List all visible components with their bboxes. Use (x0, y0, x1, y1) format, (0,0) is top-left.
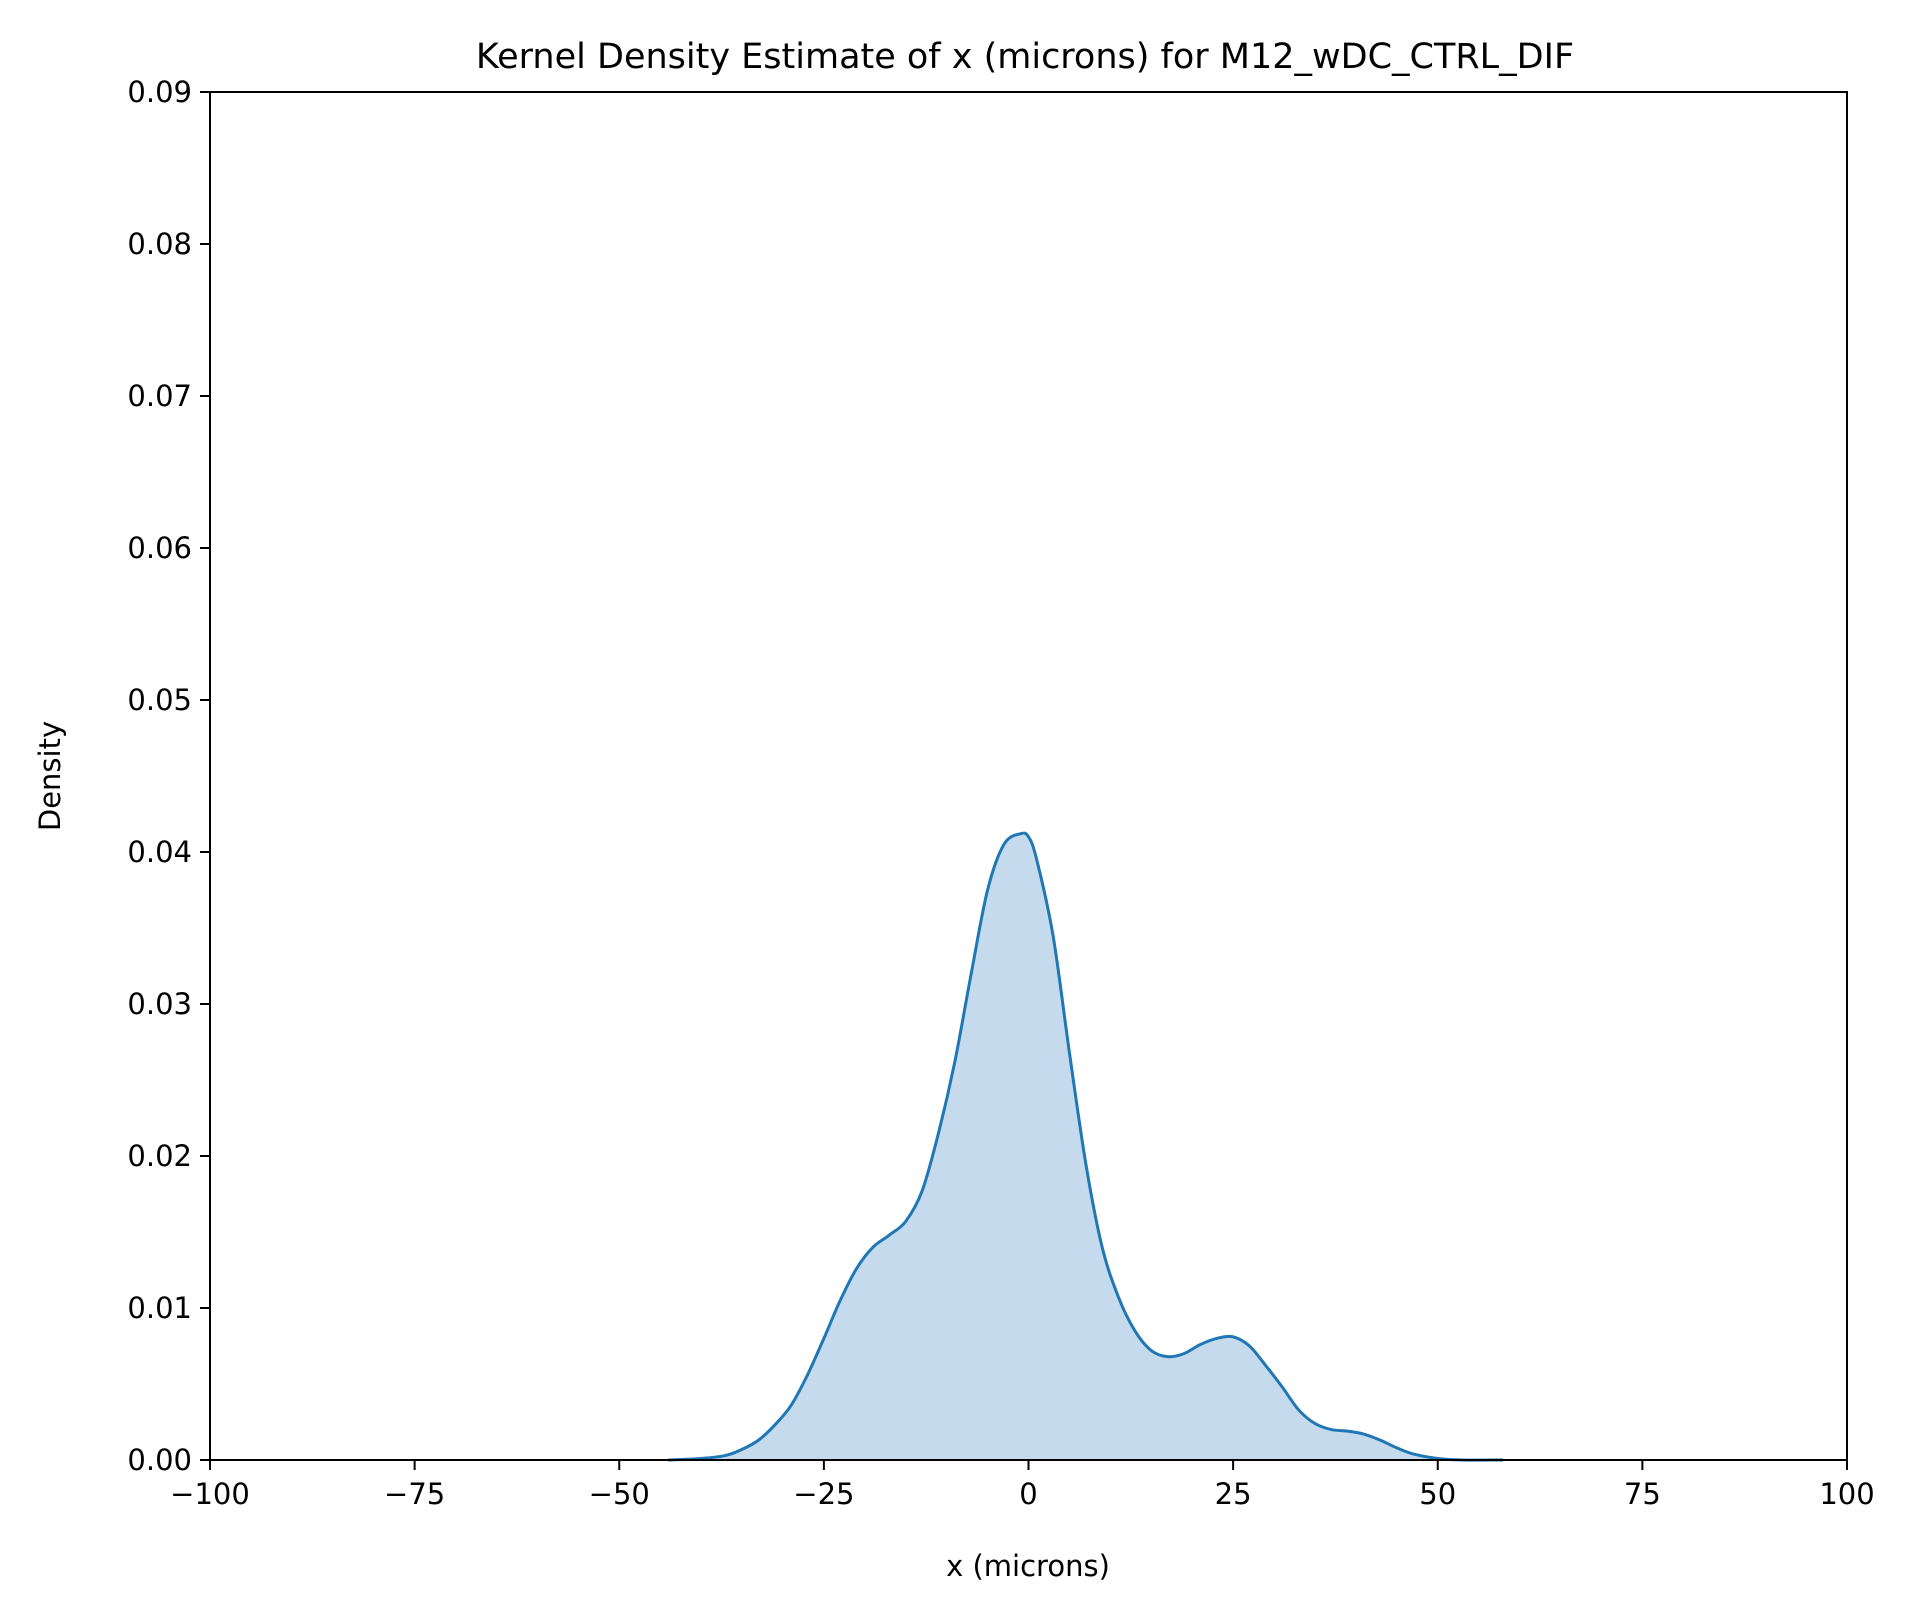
x-tick-label: 100 (1819, 1477, 1874, 1511)
x-tick-label: −25 (793, 1477, 854, 1511)
y-tick-label: 0.07 (127, 379, 192, 413)
kde-fill-area (668, 833, 1504, 1461)
chart-title: Kernel Density Estimate of x (microns) f… (476, 37, 1574, 77)
x-tick-label: 75 (1624, 1477, 1661, 1511)
x-tick-label: −50 (589, 1477, 650, 1511)
plot-area (668, 831, 1504, 1462)
y-tick-label: 0.08 (127, 227, 192, 261)
x-axis-ticks: −100 −75 −50 −25 0 25 50 75 100 (170, 1460, 1875, 1511)
x-tick-label: −75 (384, 1477, 445, 1511)
y-axis-label: Density (33, 721, 67, 831)
y-axis-ticks: 0.00 0.01 0.02 0.03 0.04 0.05 0.06 0.07 0.08 0.09 (127, 75, 210, 1477)
y-tick-label: 0.04 (127, 835, 192, 869)
kde-line (668, 831, 1504, 1462)
x-tick-label: 0 (1019, 1477, 1037, 1511)
y-tick-label: 0.01 (127, 1291, 192, 1325)
y-tick-label: 0.09 (127, 75, 192, 109)
x-tick-label: 50 (1419, 1477, 1456, 1511)
x-tick-label: 25 (1215, 1477, 1252, 1511)
y-tick-label: 0.03 (127, 987, 192, 1021)
y-tick-label: 0.00 (127, 1443, 192, 1477)
y-tick-label: 0.02 (127, 1139, 192, 1173)
x-tick-label: −100 (170, 1477, 250, 1511)
y-tick-label: 0.05 (127, 683, 192, 717)
y-tick-label: 0.06 (127, 531, 192, 565)
x-axis-label: x (microns) (946, 1549, 1110, 1583)
